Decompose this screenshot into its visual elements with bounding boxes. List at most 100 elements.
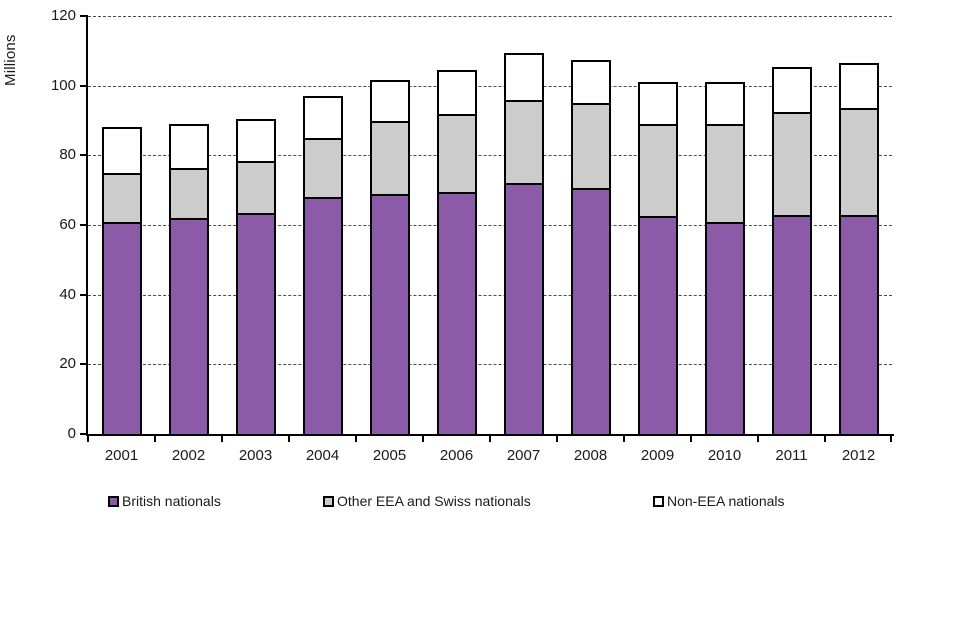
bar-segment-british-nationals bbox=[503, 183, 544, 434]
y-axis-tick bbox=[80, 433, 88, 435]
bar-segment-british-nationals bbox=[168, 218, 209, 434]
bar-segment-non-eea-nationals bbox=[771, 66, 812, 112]
bar-segment-british-nationals bbox=[302, 197, 343, 434]
bar-group-2008 bbox=[570, 59, 611, 434]
y-axis-tick-label: 0 bbox=[67, 425, 76, 442]
x-axis-tick bbox=[890, 434, 892, 442]
bar-segment-non-eea-nationals bbox=[503, 52, 544, 100]
x-axis-tick-label: 2011 bbox=[775, 447, 808, 464]
bar-segment-other-eea-and-swiss-nationals bbox=[302, 137, 343, 198]
y-axis-tick-label: 80 bbox=[59, 146, 76, 164]
gridline bbox=[88, 225, 892, 226]
x-axis-tick bbox=[221, 434, 223, 442]
bar-segment-other-eea-and-swiss-nationals bbox=[771, 111, 812, 215]
bar-group-2006 bbox=[436, 70, 477, 434]
bar-segment-non-eea-nationals bbox=[369, 80, 410, 121]
legend-label: Non-EEA nationals bbox=[667, 493, 785, 509]
x-axis-tick bbox=[757, 434, 759, 442]
x-axis-tick-label: 2008 bbox=[573, 447, 608, 464]
bar-segment-british-nationals bbox=[570, 188, 611, 434]
gridline bbox=[88, 16, 892, 17]
bar-group-2012 bbox=[838, 63, 879, 434]
bar-group-2011 bbox=[771, 66, 812, 434]
x-axis-tick bbox=[355, 434, 357, 442]
legend-swatch-icon bbox=[108, 495, 119, 507]
bar-segment-non-eea-nationals bbox=[235, 118, 276, 161]
x-axis-tick bbox=[288, 434, 290, 442]
x-axis-tick bbox=[154, 434, 156, 442]
legend-swatch-icon bbox=[653, 495, 664, 507]
bar-segment-non-eea-nationals bbox=[704, 82, 745, 124]
gridline bbox=[88, 85, 892, 87]
bar-segment-non-eea-nationals bbox=[838, 63, 879, 109]
x-axis-tick bbox=[87, 434, 89, 442]
x-axis-tick-label: 2006 bbox=[439, 447, 474, 464]
x-axis-tick bbox=[623, 434, 625, 442]
bar-segment-non-eea-nationals bbox=[302, 96, 343, 138]
y-axis-title: Millions bbox=[2, 34, 19, 86]
legend-item-british-nationals: British nationals bbox=[108, 493, 221, 509]
bar-segment-british-nationals bbox=[369, 193, 410, 434]
x-axis-tick bbox=[690, 434, 692, 442]
bar-segment-british-nationals bbox=[704, 221, 745, 434]
bar-segment-other-eea-and-swiss-nationals bbox=[369, 120, 410, 194]
y-axis-tick bbox=[80, 224, 88, 226]
bar-group-2009 bbox=[637, 82, 678, 434]
x-axis-tick bbox=[422, 434, 424, 442]
y-axis-tick-label: 120 bbox=[50, 7, 76, 24]
bar-segment-other-eea-and-swiss-nationals bbox=[436, 113, 477, 192]
y-axis-tick-label: 20 bbox=[59, 355, 76, 373]
y-axis-tick bbox=[80, 15, 88, 17]
bar-group-2003 bbox=[235, 118, 276, 434]
bar-segment-british-nationals bbox=[436, 191, 477, 434]
gridline bbox=[88, 294, 892, 296]
legend-item-other-eea-swiss-nationals: Other EEA and Swiss nationals bbox=[323, 493, 531, 509]
bar-group-2001 bbox=[101, 127, 142, 434]
bar-group-2002 bbox=[168, 124, 209, 434]
x-axis-tick-label: 2009 bbox=[640, 447, 675, 464]
x-axis-tick bbox=[556, 434, 558, 442]
bar-segment-other-eea-and-swiss-nationals bbox=[503, 99, 544, 184]
bar-group-2005 bbox=[369, 80, 410, 434]
plot-area bbox=[88, 16, 892, 434]
bar-segment-other-eea-and-swiss-nationals bbox=[168, 167, 209, 219]
legend-item-non-eea-nationals: Non-EEA nationals bbox=[653, 493, 785, 509]
x-axis-tick-label: 2001 bbox=[104, 447, 139, 464]
bar-segment-non-eea-nationals bbox=[637, 82, 678, 124]
bar-segment-british-nationals bbox=[101, 221, 142, 434]
bar-segment-other-eea-and-swiss-nationals bbox=[838, 108, 879, 215]
legend-label: Other EEA and Swiss nationals bbox=[337, 493, 531, 509]
bar-group-2004 bbox=[302, 96, 343, 434]
legend-swatch-icon bbox=[323, 495, 334, 507]
bar-segment-non-eea-nationals bbox=[168, 124, 209, 168]
legend-label: British nationals bbox=[122, 493, 221, 509]
bar-segment-non-eea-nationals bbox=[101, 127, 142, 173]
bar-segment-british-nationals bbox=[637, 216, 678, 434]
bar-group-2010 bbox=[704, 82, 745, 434]
bar-group-2007 bbox=[503, 52, 544, 434]
x-axis-tick bbox=[489, 434, 491, 442]
gridline bbox=[88, 364, 892, 366]
x-axis-tick-label: 2005 bbox=[372, 447, 407, 464]
x-axis-tick-label: 2002 bbox=[171, 447, 206, 464]
bar-segment-british-nationals bbox=[838, 214, 879, 434]
bar-segment-other-eea-and-swiss-nationals bbox=[704, 123, 745, 222]
y-axis-tick bbox=[80, 293, 88, 296]
bar-segment-other-eea-and-swiss-nationals bbox=[637, 123, 678, 217]
x-axis-tick-label: 2004 bbox=[305, 447, 340, 464]
y-axis-tick-label: 60 bbox=[59, 216, 76, 233]
y-axis-tick-label: 40 bbox=[59, 285, 76, 303]
bar-segment-non-eea-nationals bbox=[436, 70, 477, 114]
bar-segment-non-eea-nationals bbox=[570, 59, 611, 104]
bar-segment-other-eea-and-swiss-nationals bbox=[101, 172, 142, 222]
bar-segment-other-eea-and-swiss-nationals bbox=[235, 160, 276, 213]
y-axis-tick bbox=[80, 84, 88, 87]
y-axis-tick bbox=[80, 154, 88, 157]
y-axis-tick bbox=[80, 363, 88, 366]
gridline bbox=[88, 155, 892, 157]
x-axis-tick-label: 2010 bbox=[707, 447, 742, 464]
y-axis-tick-label: 100 bbox=[50, 76, 76, 94]
bar-segment-british-nationals bbox=[771, 214, 812, 434]
bar-segment-british-nationals bbox=[235, 212, 276, 434]
